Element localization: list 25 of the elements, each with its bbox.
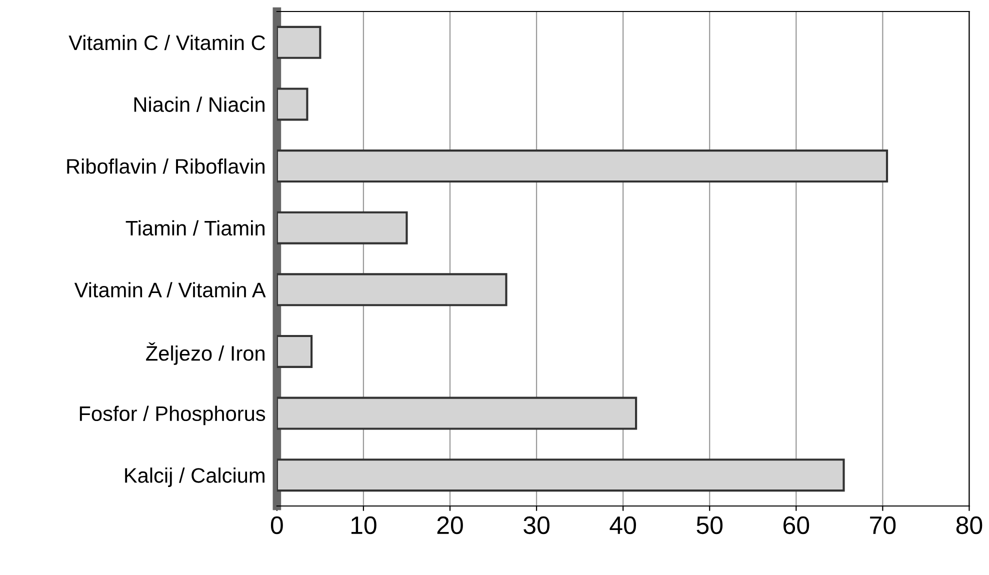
x-tick-label: 0	[270, 516, 283, 534]
x-tick-label: 80	[956, 516, 982, 534]
y-tick-label: Tiamin / Tiamin	[126, 220, 264, 236]
x-tick-label: 20	[437, 516, 463, 534]
y-tick-label: Vitamin C / Vitamin C	[68, 34, 266, 50]
x-tick-label: 10	[351, 516, 376, 534]
x-tick-label: 70	[870, 516, 896, 534]
bar	[276, 150, 888, 183]
bar	[276, 211, 408, 244]
y-tick-label: Riboflavin / Riboflavin	[67, 158, 264, 174]
x-tick-label: 50	[696, 516, 723, 534]
x-tick-label: 40	[610, 516, 636, 534]
bar	[276, 273, 508, 306]
y-tick-label: Vitamin A / Vitamin A	[74, 282, 266, 298]
bar	[276, 334, 313, 368]
y-tick-label: Željezo / Iron	[146, 342, 264, 365]
bar	[276, 458, 845, 492]
x-tick-label: 60	[784, 516, 810, 534]
y-tick-label: Kalcij / Calcium	[125, 468, 264, 487]
y-tick-label: Niacin / Niacin	[134, 96, 264, 112]
bar	[276, 26, 322, 59]
x-tick-label: 30	[524, 516, 550, 534]
y-tick-label: Fosfor / Phosphorus	[80, 406, 266, 426]
bar	[276, 396, 638, 430]
bar	[276, 88, 308, 121]
